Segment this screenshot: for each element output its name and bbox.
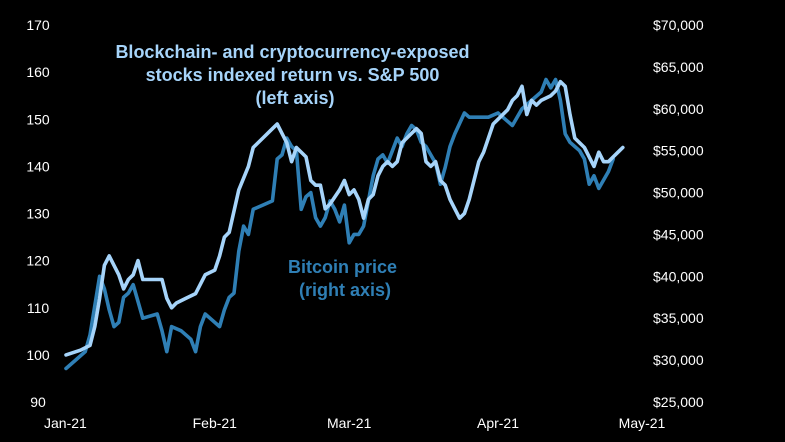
left-y-tick-label: 120 — [26, 253, 50, 269]
bitcoin-price-line — [64, 77, 615, 371]
index-return-line — [64, 79, 625, 357]
index-annotation-line-3: (left axis) — [255, 88, 334, 108]
left-axis: 90 100 110 120 130 140 150 160 170 — [26, 17, 50, 410]
left-y-tick-label: 100 — [26, 347, 50, 363]
index-series-annotation: Blockchain- and cryptocurrency-exposed s… — [115, 42, 474, 108]
x-axis: Jan-21 Feb-21 Mar-21 Apr-21 May-21 — [44, 415, 666, 431]
x-tick-label: Apr-21 — [477, 415, 519, 431]
btc-series-annotation: Bitcoin price (right axis) — [288, 257, 402, 300]
right-y-tick-label: $30,000 — [653, 352, 704, 368]
left-y-tick-label: 150 — [26, 111, 50, 127]
index-annotation-line-2: stocks indexed return vs. S&P 500 — [146, 65, 440, 85]
x-tick-label: Mar-21 — [327, 415, 372, 431]
left-y-tick-label: 90 — [30, 394, 46, 410]
left-y-tick-label: 170 — [26, 17, 50, 33]
right-y-tick-label: $25,000 — [653, 394, 704, 410]
x-tick-label: Feb-21 — [193, 415, 238, 431]
right-axis: $25,000 $30,000 $35,000 $40,000 $45,000 $50,0… — [653, 17, 704, 410]
right-y-tick-label: $55,000 — [653, 143, 704, 159]
left-y-tick-label: 140 — [26, 158, 50, 174]
left-y-tick-label: 160 — [26, 64, 50, 80]
right-y-tick-label: $50,000 — [653, 185, 704, 201]
right-y-tick-label: $65,000 — [653, 59, 704, 75]
left-y-tick-label: 130 — [26, 206, 50, 222]
right-y-tick-label: $60,000 — [653, 101, 704, 117]
series-layer — [64, 77, 625, 371]
right-y-tick-label: $70,000 — [653, 17, 704, 33]
x-tick-label: Jan-21 — [44, 415, 87, 431]
btc-annotation-line-1: Bitcoin price — [288, 257, 397, 277]
btc-annotation-line-2: (right axis) — [299, 280, 391, 300]
index-annotation-line-1: Blockchain- and cryptocurrency-exposed — [115, 42, 469, 62]
left-y-tick-label: 110 — [27, 300, 50, 316]
x-tick-label: May-21 — [619, 415, 666, 431]
right-y-tick-label: $40,000 — [653, 268, 704, 284]
right-y-tick-label: $35,000 — [653, 310, 704, 326]
right-y-tick-label: $45,000 — [653, 226, 704, 242]
